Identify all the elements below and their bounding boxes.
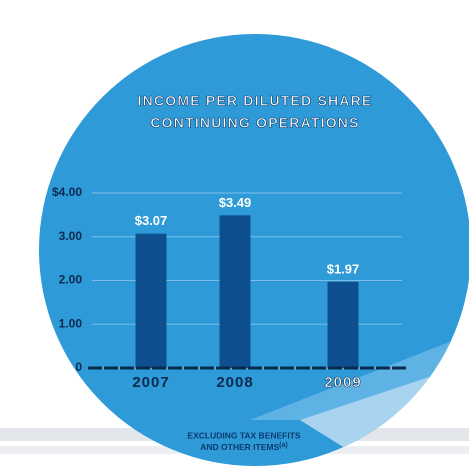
y-tick-label: $4.00 xyxy=(52,185,82,199)
y-tick-label: 2.00 xyxy=(59,273,83,287)
footnote: AND OTHER ITEMS(a) xyxy=(200,442,287,452)
x-tick-label: 2008 xyxy=(216,374,253,391)
chart-subtitle: CONTINUING OPERATIONS xyxy=(150,115,359,131)
y-tick-label: 3.00 xyxy=(59,229,83,243)
footnote: EXCLUDING TAX BENEFITS xyxy=(187,430,301,440)
bar xyxy=(327,281,359,368)
x-tick-label: 2007 xyxy=(132,374,169,391)
chart-title: INCOME PER DILUTED SHARE xyxy=(138,93,373,109)
plot: 0 1.00 2.00 3.00 $4.00 $3.07 2007 $3.49 2008 $1.9… xyxy=(52,185,406,391)
y-tick-label: 0 xyxy=(75,360,82,374)
x-tick-label: 2009 xyxy=(324,374,361,391)
value-label: $1.97 xyxy=(327,261,360,276)
footnote-text: AND OTHER ITEMS xyxy=(200,442,279,452)
footnote-mark: (a) xyxy=(279,442,288,449)
value-label: $3.49 xyxy=(219,195,252,210)
bar xyxy=(135,233,167,368)
bar xyxy=(219,215,251,368)
stripe xyxy=(250,330,469,420)
value-label: $3.07 xyxy=(135,213,168,228)
y-tick-label: 1.00 xyxy=(59,316,83,330)
